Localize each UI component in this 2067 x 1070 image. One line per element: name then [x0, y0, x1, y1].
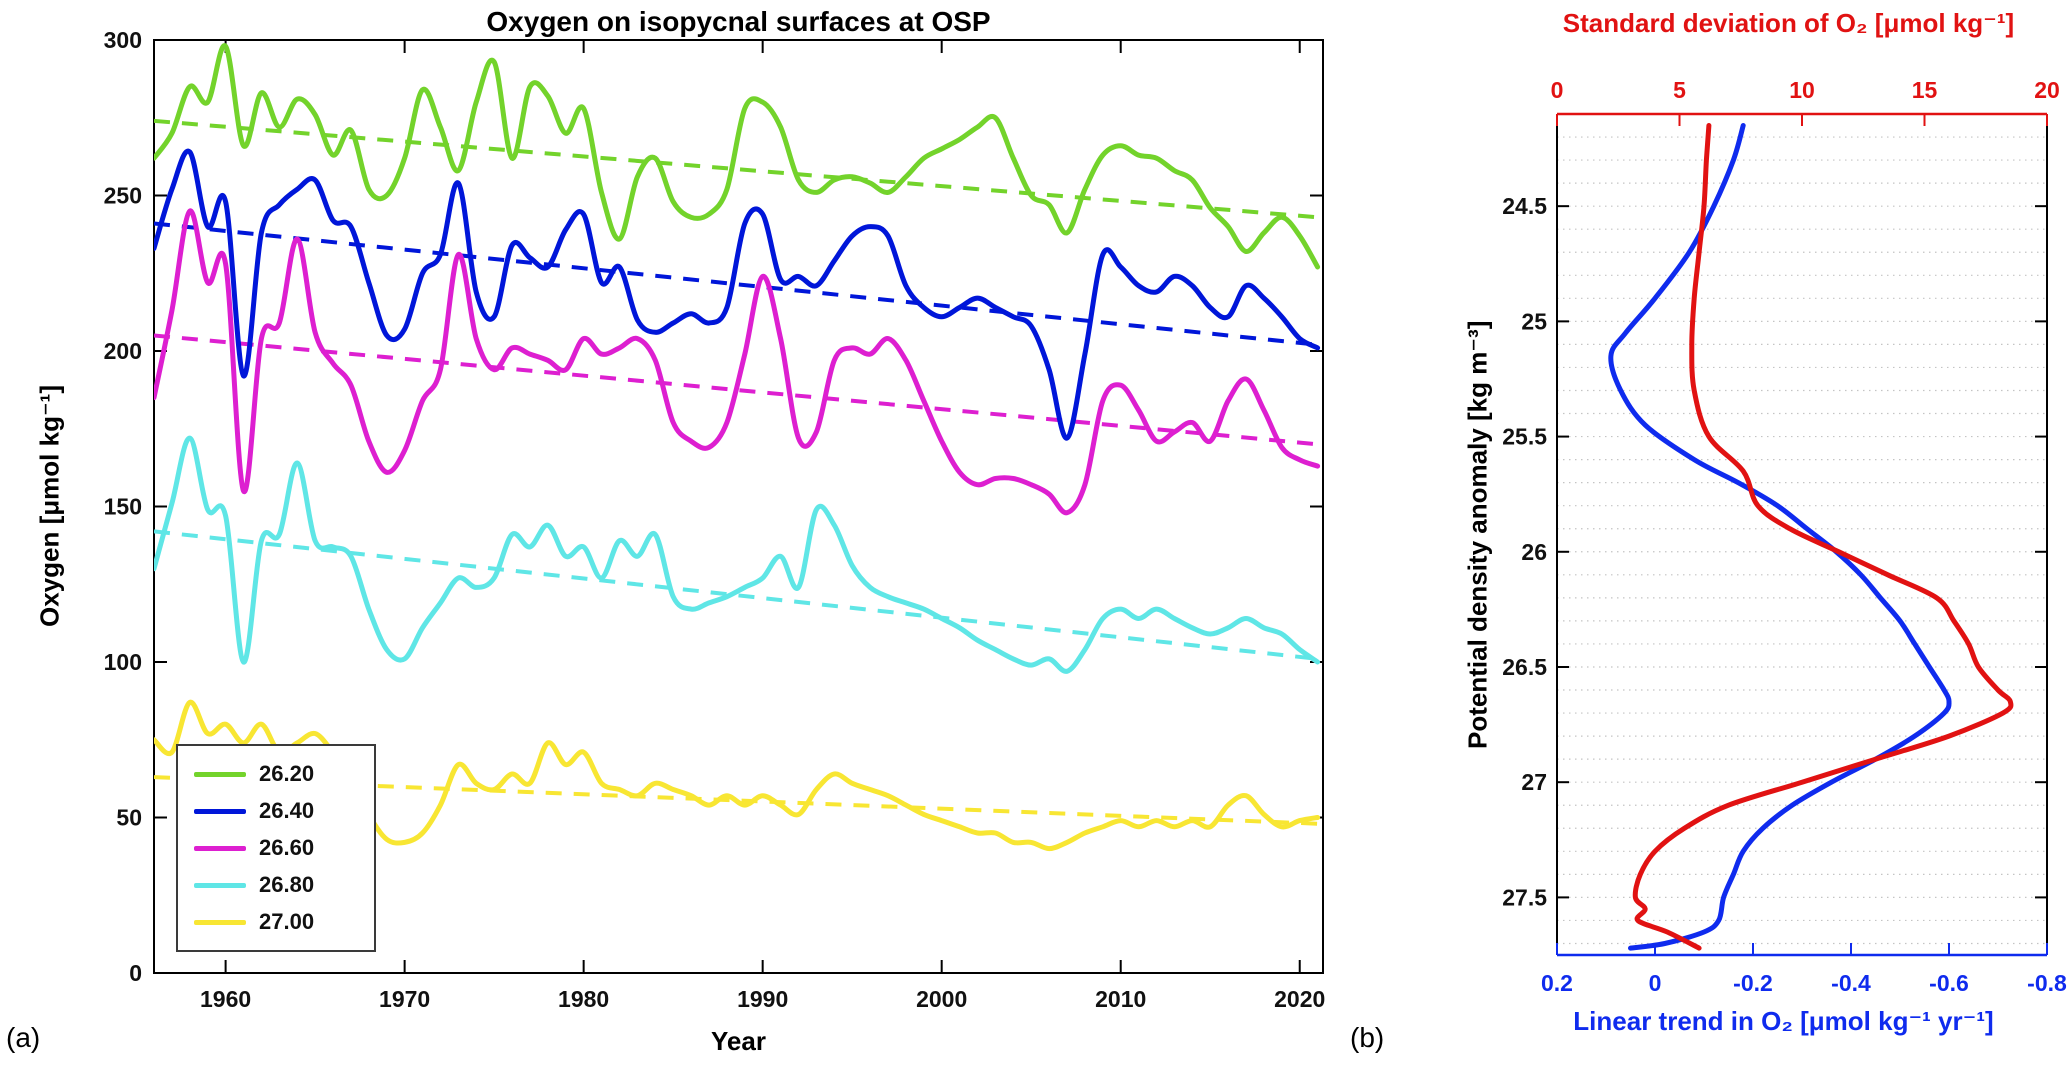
svg-text:-0.6: -0.6 — [1929, 970, 1969, 996]
legend-line-swatch — [194, 919, 246, 925]
svg-text:0: 0 — [1649, 970, 1662, 996]
svg-text:0: 0 — [129, 960, 142, 986]
legend-item: 26.20 — [178, 761, 374, 787]
svg-text:2000: 2000 — [916, 986, 967, 1012]
svg-text:24.5: 24.5 — [1502, 193, 1547, 219]
panel-a-title: Oxygen on isopycnal surfaces at OSP — [486, 6, 991, 37]
legend-item: 26.60 — [178, 835, 374, 861]
svg-text:-0.4: -0.4 — [1831, 970, 1871, 996]
svg-text:50: 50 — [116, 805, 142, 831]
legend-label: 26.60 — [259, 835, 315, 860]
panel-a-xlabel: Year — [711, 1026, 766, 1056]
svg-text:27.5: 27.5 — [1502, 884, 1547, 910]
legend-label: 26.20 — [259, 761, 315, 786]
panel-b-top-xlabel: Standard deviation of O₂ [μmol kg⁻¹] — [1562, 8, 2015, 38]
svg-text:1980: 1980 — [558, 986, 609, 1012]
legend-item: 27.00 — [178, 909, 374, 935]
svg-text:200: 200 — [104, 338, 142, 364]
legend-line-swatch — [194, 808, 246, 814]
legend-item: 26.80 — [178, 872, 374, 898]
svg-text:26: 26 — [1521, 539, 1547, 565]
svg-text:25: 25 — [1521, 308, 1547, 334]
svg-text:10: 10 — [1789, 77, 1815, 103]
svg-text:1990: 1990 — [737, 986, 788, 1012]
svg-text:1970: 1970 — [379, 986, 430, 1012]
svg-text:20: 20 — [2034, 77, 2060, 103]
svg-text:27: 27 — [1521, 769, 1547, 795]
svg-text:250: 250 — [104, 183, 142, 209]
panel-a-ylabel: Oxygen [μmol kg⁻¹] — [34, 385, 65, 628]
svg-text:-0.2: -0.2 — [1733, 970, 1773, 996]
legend-line-swatch — [194, 845, 246, 851]
svg-text:0.2: 0.2 — [1541, 970, 1573, 996]
legend-label: 26.80 — [259, 872, 315, 897]
legend-label: 26.40 — [259, 798, 315, 823]
panel-a-legend: 26.20 26.40 26.60 26.80 27.00 — [176, 744, 376, 952]
svg-text:-0.8: -0.8 — [2027, 970, 2067, 996]
svg-text:150: 150 — [104, 494, 142, 520]
svg-text:26.5: 26.5 — [1502, 654, 1547, 680]
panel-a-letter: (a) — [6, 1022, 41, 1053]
legend-line-swatch — [194, 882, 246, 888]
svg-text:300: 300 — [104, 27, 142, 53]
panel-b-chart: 24.5 25 25.5 26 26.5 27 27.5 0 5 10 15 20 0.2 0 -0.2 -0… — [1502, 77, 2067, 996]
panel-b-bottom-xlabel: Linear trend in O₂ [μmol kg⁻¹ yr⁻¹] — [1573, 1006, 1994, 1036]
panel-b-ylabel: Potential density anomaly [kg m⁻³] — [1462, 320, 1493, 749]
svg-text:5: 5 — [1673, 77, 1686, 103]
svg-text:15: 15 — [1912, 77, 1938, 103]
legend-item: 26.40 — [178, 798, 374, 824]
svg-text:2010: 2010 — [1095, 986, 1146, 1012]
svg-text:0: 0 — [1551, 77, 1564, 103]
svg-text:25.5: 25.5 — [1502, 424, 1547, 450]
svg-text:2020: 2020 — [1274, 986, 1325, 1012]
svg-text:100: 100 — [104, 649, 142, 675]
panel-b-letter: (b) — [1350, 1022, 1385, 1053]
legend-line-swatch — [194, 771, 246, 777]
svg-text:1960: 1960 — [200, 986, 251, 1012]
legend-label: 27.00 — [259, 909, 315, 934]
